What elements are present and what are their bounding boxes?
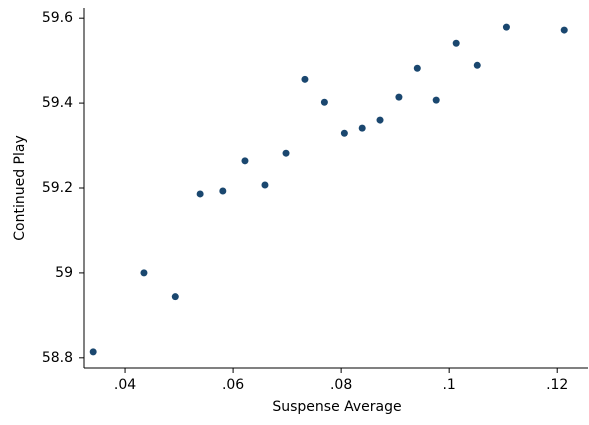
y-tick-label: 59.4: [42, 95, 73, 111]
point: [376, 116, 384, 124]
x-tick-label: .1: [442, 377, 455, 393]
point: [261, 181, 269, 189]
point: [560, 26, 568, 34]
point: [219, 187, 227, 195]
x-tick-label: .06: [222, 377, 244, 393]
y-tick-label: 58.8: [42, 350, 73, 366]
point: [89, 348, 97, 356]
y-tick-label: 59.2: [42, 180, 73, 196]
x-tick-label: .08: [330, 377, 352, 393]
point: [473, 61, 481, 69]
point: [140, 269, 148, 277]
x-tick-label: .12: [546, 377, 568, 393]
x-tick-label: .04: [114, 377, 136, 393]
y-tick-label: 59.6: [42, 10, 73, 26]
y-tick-label: 59: [55, 265, 73, 281]
point: [196, 190, 204, 198]
point: [502, 23, 510, 31]
point: [340, 129, 348, 137]
point: [320, 98, 328, 106]
point: [432, 96, 440, 104]
point: [395, 93, 403, 101]
x-axis-label: Suspense Average: [272, 399, 401, 415]
point: [241, 157, 249, 165]
point: [301, 75, 309, 83]
point: [171, 293, 179, 301]
point: [282, 149, 290, 157]
point: [452, 39, 460, 47]
point: [358, 124, 366, 132]
y-axis-label: Continued Play: [12, 135, 28, 241]
point: [413, 64, 421, 72]
